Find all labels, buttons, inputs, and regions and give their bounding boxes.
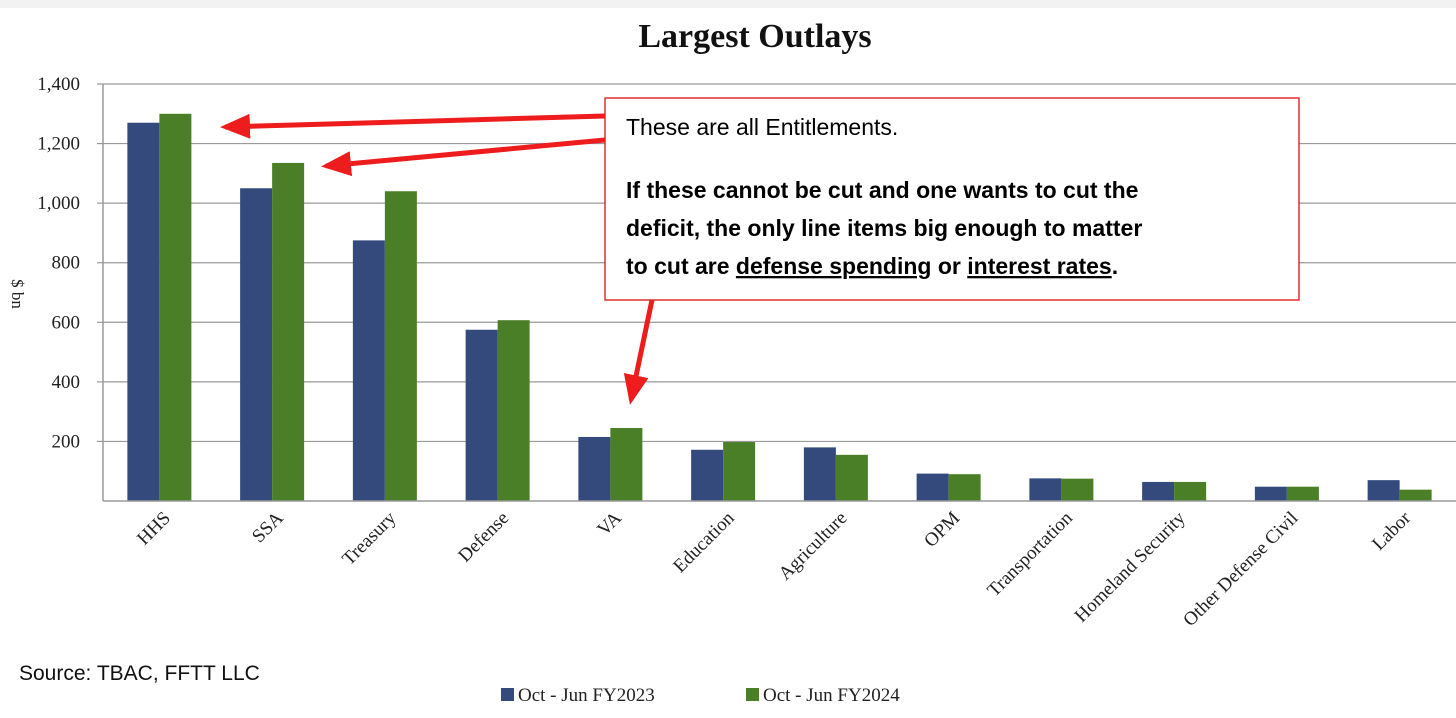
- bar-fy2024: [948, 474, 981, 501]
- legend: Oct - Jun FY2023 Oct - Jun FY2024: [501, 685, 900, 706]
- callout-box: [604, 97, 1300, 301]
- bar-fy2023: [240, 188, 273, 501]
- bar-fy2023: [352, 240, 385, 501]
- legend-label-fy2024: Oct - Jun FY2024: [763, 685, 900, 706]
- bar-fy2024: [497, 320, 530, 501]
- bar-fy2023: [127, 122, 160, 501]
- bar-fy2024: [1286, 486, 1319, 501]
- callout-line-4-mid: or: [931, 253, 967, 279]
- callout-defense-spending: defense spending: [736, 253, 932, 279]
- y-tick-label: 600: [52, 312, 81, 333]
- bar-fy2023: [803, 447, 836, 501]
- bar-fy2024: [610, 428, 643, 501]
- bar-fy2024: [1061, 478, 1094, 501]
- y-tick-label: 400: [52, 372, 81, 393]
- bar-fy2024: [835, 454, 868, 501]
- legend-swatch-fy2024: [746, 688, 759, 701]
- callout-line-1: These are all Entitlements.: [626, 114, 898, 140]
- y-tick-label: 200: [52, 431, 81, 452]
- bar-fy2023: [465, 329, 498, 501]
- bar-fy2023: [1142, 481, 1175, 501]
- callout-line-4-prefix: to cut are: [626, 253, 736, 279]
- y-tick-label: 1,200: [37, 134, 80, 155]
- bar-fy2023: [916, 473, 949, 501]
- arrow-to-ssa: [321, 137, 606, 177]
- y-axis-ticks: 200 400 600 800 1,000 1,200 1,400: [37, 74, 103, 452]
- bar-fy2024: [272, 162, 305, 502]
- bar-fy2024: [1174, 481, 1207, 501]
- bar-fy2024: [723, 442, 756, 501]
- bar-fy2023: [1029, 478, 1062, 501]
- callout-line-3: deficit, the only line items big enough …: [626, 215, 1142, 241]
- source-note: Source: TBAC, FFTT LLC: [19, 662, 260, 685]
- callout-line-4-suffix: .: [1112, 253, 1118, 279]
- bar-fy2024: [384, 191, 417, 501]
- y-axis-label: $ bn: [8, 279, 27, 309]
- bar-fy2023: [1367, 480, 1400, 501]
- callout-line-2: If these cannot be cut and one wants to …: [626, 177, 1138, 203]
- chart-title: Largest Outlays: [638, 18, 871, 55]
- bar-fy2023: [691, 449, 724, 501]
- legend-swatch-fy2023: [501, 688, 514, 701]
- bars: [127, 113, 1432, 502]
- y-tick-label: 1,400: [37, 74, 80, 95]
- arrow-to-hhs: [220, 113, 606, 139]
- callout-interest-rates: interest rates: [967, 253, 1111, 279]
- legend-label-fy2023: Oct - Jun FY2023: [518, 685, 655, 706]
- y-tick-label: 800: [52, 253, 81, 274]
- bar-fy2023: [1254, 486, 1287, 501]
- bar-fy2024: [159, 113, 192, 502]
- y-tick-label: 1,000: [37, 193, 80, 214]
- arrow-to-va: [623, 299, 655, 405]
- bar-fy2024: [1399, 489, 1432, 501]
- bar-fy2023: [578, 436, 611, 501]
- callout-line-4: to cut are defense spending or interest …: [626, 253, 1118, 279]
- source-background: [0, 650, 300, 700]
